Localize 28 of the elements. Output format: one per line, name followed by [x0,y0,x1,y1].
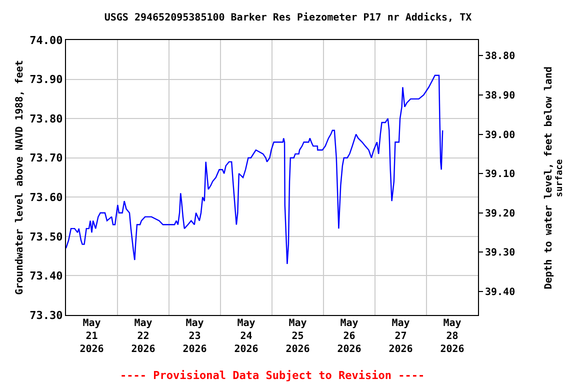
y-tick-label: 73.70 [30,152,63,165]
y2-tick-label: 39.20 [485,208,516,220]
x-tick-label: May 21 2026 [80,318,104,355]
y-tick-label: 74.00 [30,34,63,47]
y2-axis-title: Depth to water level, feet below land surface [543,66,566,290]
chart-title: USGS 294652095385100 Barker Res Piezometer P17 nr Addicks, TX [104,11,472,24]
y-tick-label: 73.90 [30,73,63,86]
y-tick-label: 73.60 [30,190,63,204]
x-tick-label: May 25 2026 [286,318,310,355]
y2-tick-label: 39.10 [485,169,516,180]
y2-tick-label: 38.80 [485,51,516,62]
y2-tick-label: 39.00 [485,130,516,141]
y2-tick-label: 39.30 [485,248,516,259]
y-axis-title: Groundwater level above NAVD 1988, feet [14,60,26,295]
x-tick-label: May 27 2026 [388,318,413,355]
line-series [66,74,444,265]
y2-tick-label: 39.40 [485,286,516,298]
x-tick-label: May 28 2026 [440,318,464,355]
x-tick-label: May 26 2026 [337,318,362,355]
y-tick-label: 73.50 [30,230,63,244]
text: ---- Provisional Data Subject to Revision ---- [120,369,425,382]
x-tick-label: May 22 2026 [131,318,156,355]
y-tick-label: 73.30 [30,308,63,322]
y-tick-label: 73.40 [30,270,63,283]
x-tick-label: May 24 2026 [234,318,258,355]
x-tick-label: May 23 2026 [182,318,207,355]
y-tick-label: 73.80 [30,112,63,126]
y2-tick-label: 38.90 [485,90,516,102]
